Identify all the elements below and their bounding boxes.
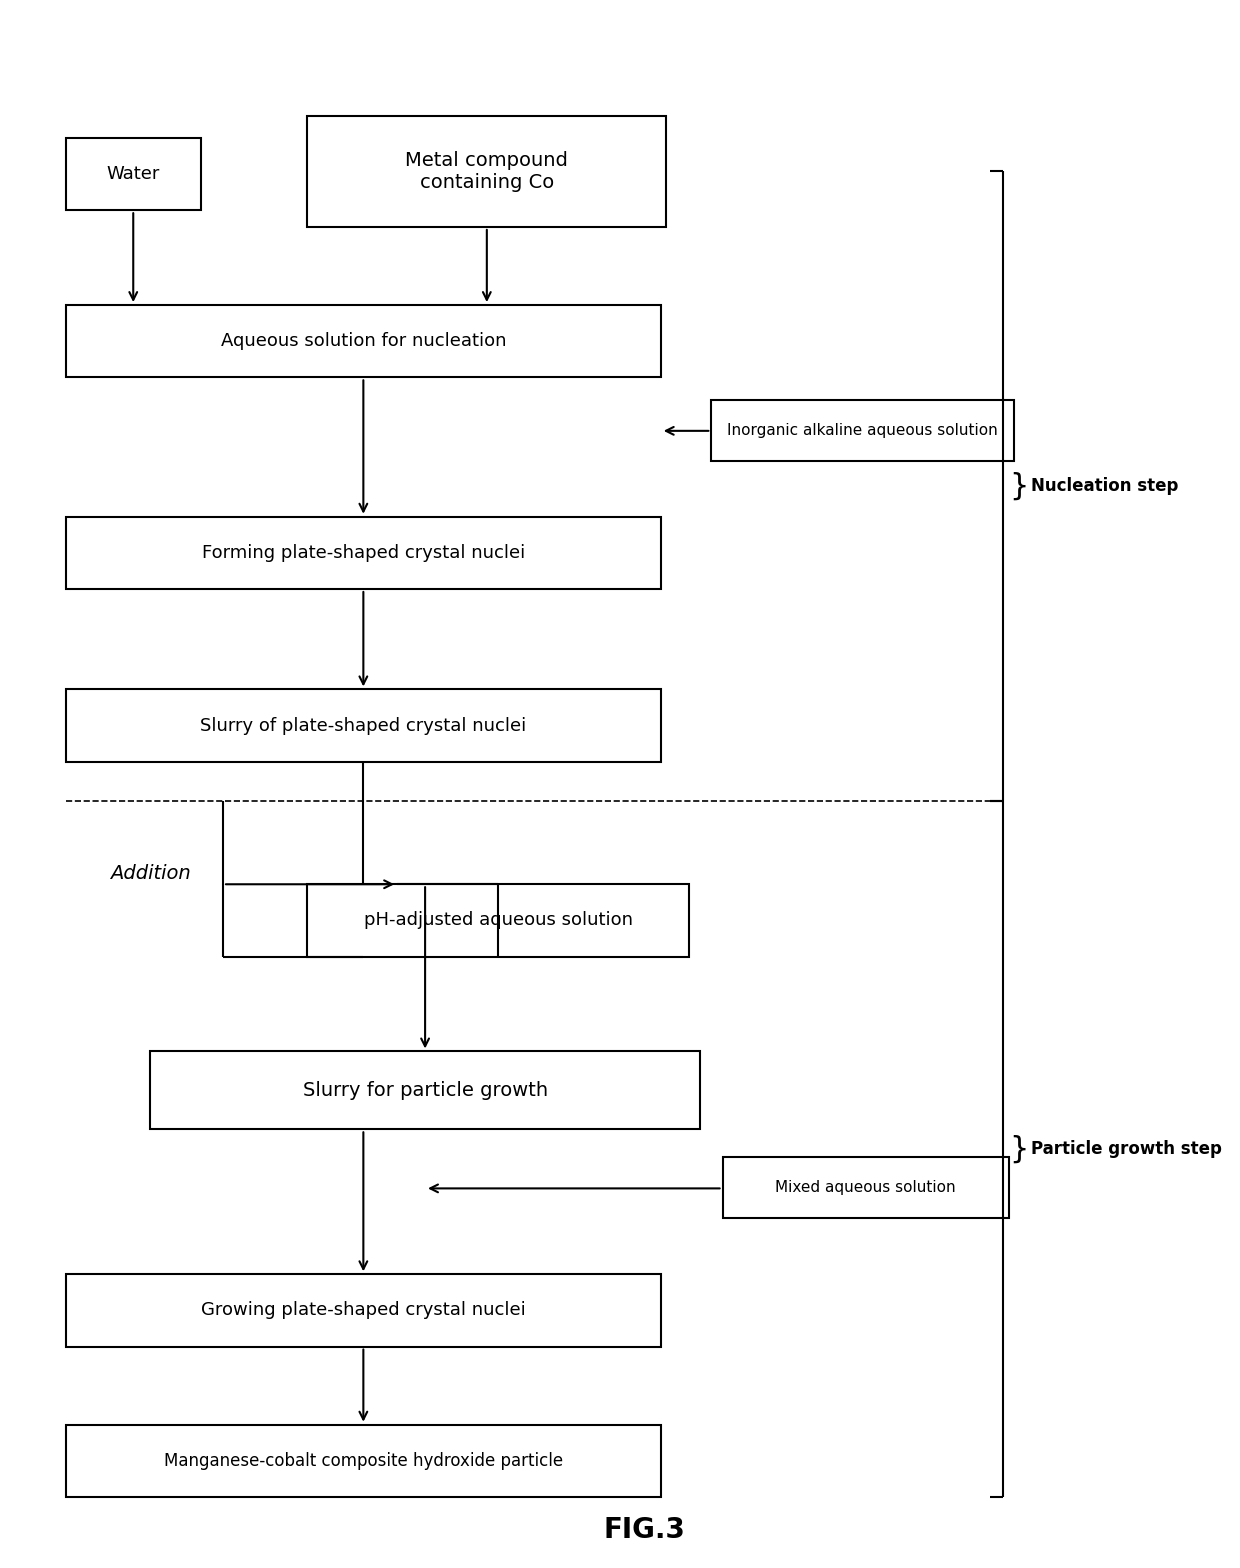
Text: Mixed aqueous solution: Mixed aqueous solution — [775, 1181, 956, 1195]
Text: Water: Water — [107, 165, 160, 183]
Text: Nucleation step: Nucleation step — [1032, 477, 1178, 495]
Bar — [66, 138, 201, 210]
Bar — [150, 1052, 701, 1129]
Bar — [66, 1275, 661, 1347]
Text: Slurry for particle growth: Slurry for particle growth — [303, 1080, 548, 1099]
Bar — [723, 1157, 1009, 1218]
Text: Particle growth step: Particle growth step — [1032, 1140, 1223, 1157]
Bar — [66, 1425, 661, 1497]
Text: Manganese-cobalt composite hydroxide particle: Manganese-cobalt composite hydroxide par… — [164, 1452, 563, 1469]
Text: Addition: Addition — [109, 864, 191, 883]
Bar — [66, 516, 661, 590]
Text: Metal compound
containing Co: Metal compound containing Co — [405, 151, 568, 191]
Bar — [308, 116, 666, 227]
Bar — [66, 304, 661, 378]
Bar — [66, 690, 661, 762]
Text: Growing plate-shaped crystal nuclei: Growing plate-shaped crystal nuclei — [201, 1301, 526, 1319]
Text: Aqueous solution for nucleation: Aqueous solution for nucleation — [221, 332, 506, 350]
Bar — [308, 884, 689, 956]
Text: Slurry of plate-shaped crystal nuclei: Slurry of plate-shaped crystal nuclei — [200, 717, 527, 734]
Text: pH-adjusted aqueous solution: pH-adjusted aqueous solution — [363, 911, 632, 930]
Bar — [712, 400, 1014, 461]
Text: Inorganic alkaline aqueous solution: Inorganic alkaline aqueous solution — [728, 423, 998, 437]
Text: }: } — [1009, 1134, 1028, 1163]
Text: FIG.3: FIG.3 — [603, 1516, 684, 1544]
Text: Forming plate-shaped crystal nuclei: Forming plate-shaped crystal nuclei — [202, 544, 525, 561]
Text: }: } — [1009, 472, 1028, 500]
